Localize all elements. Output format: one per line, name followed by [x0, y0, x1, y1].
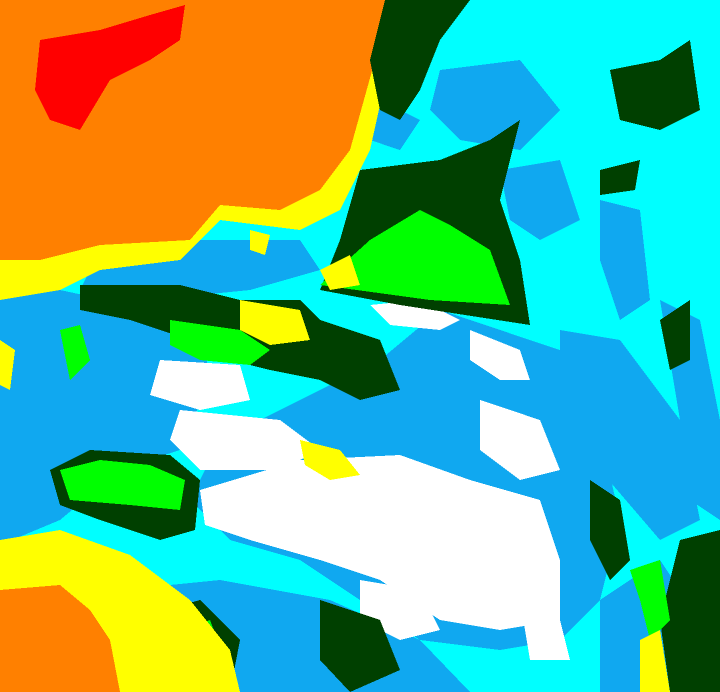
red-region: [35, 5, 185, 130]
orange-bottom: [0, 585, 120, 692]
